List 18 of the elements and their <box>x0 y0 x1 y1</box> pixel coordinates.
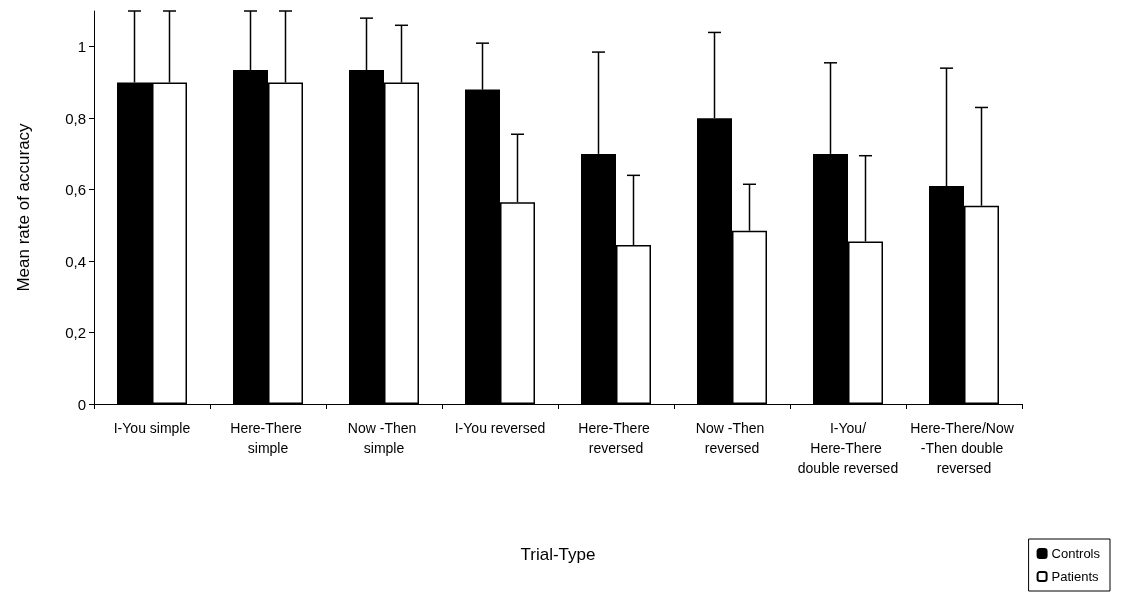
y-tick-label: 1 <box>77 38 86 56</box>
x-tick-label: Here-There reversed <box>578 420 654 456</box>
y-tick-label: 0,2 <box>65 324 86 342</box>
x-tick-label: Here-There/Now -Then double reversed <box>910 420 1018 476</box>
y-tick-label: 0,6 <box>65 181 86 199</box>
y-tick-label: 0,8 <box>65 109 86 127</box>
x-tick-label: Now -Then reversed <box>695 420 769 456</box>
x-tick-label: I-You simple <box>113 420 191 436</box>
y-tick-label: 0 <box>77 395 86 413</box>
x-axis-title: Trial-Type <box>520 545 596 564</box>
x-tick-label: I-You/Here-There double reversed <box>797 420 899 476</box>
x-tick-label: I-You reversed <box>454 420 546 436</box>
legend-label: Patients <box>1051 569 1100 584</box>
x-tick-label: Here-There simple <box>230 420 306 456</box>
y-tick-label: 0,4 <box>65 252 86 270</box>
y-axis-title: Mean rate of accuracy <box>14 122 33 292</box>
x-tick-label: Now -Then simple <box>347 420 421 456</box>
legend-label: Controls <box>1051 546 1101 561</box>
